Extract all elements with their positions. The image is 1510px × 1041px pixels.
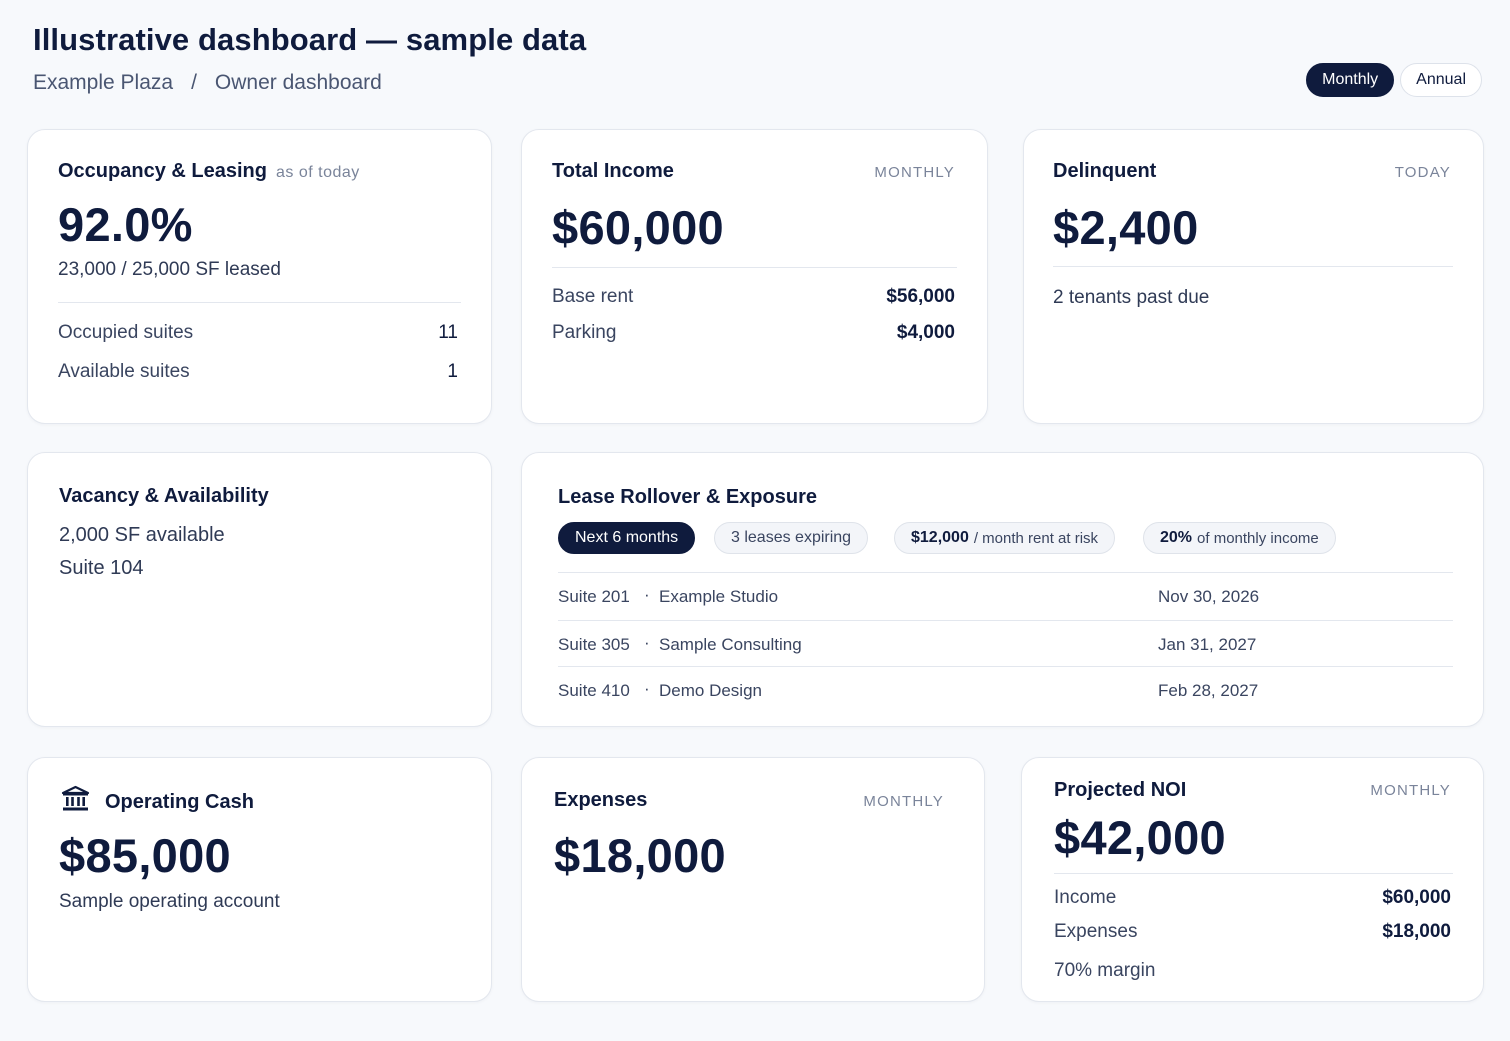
- occupied-suites-label: Occupied suites: [58, 322, 194, 343]
- delinquent-card: Delinquent TODAY $2,400 2 tenants past d…: [1023, 129, 1484, 424]
- rollover-card: Lease Rollover & Exposure Next 6 months …: [521, 452, 1484, 727]
- cash-value: $85,000: [59, 829, 231, 882]
- toggle-monthly-button[interactable]: Monthly: [1306, 63, 1395, 97]
- lease-row[interactable]: Suite 201 · Example Studio Nov 30, 2026: [558, 572, 1453, 618]
- income-value: $60,000: [552, 201, 724, 254]
- income-card: Total Income MONTHLY $60,000 Base rent $…: [521, 129, 988, 424]
- noi-tag: MONTHLY: [1370, 782, 1451, 799]
- noi-card: Projected NOI MONTHLY $42,000 Income $60…: [1021, 757, 1484, 1002]
- rollover-title: Lease Rollover & Exposure: [558, 486, 817, 508]
- income-share-label: of monthly income: [1197, 529, 1319, 547]
- lease-row[interactable]: Suite 410 · Demo Design Feb 28, 2027: [558, 666, 1453, 712]
- available-suites-label: Available suites: [58, 361, 190, 382]
- noi-expenses-value: $18,000: [1382, 921, 1451, 942]
- divider: [552, 267, 957, 268]
- lease-row[interactable]: Suite 305 · Sample Consulting Jan 31, 20…: [558, 620, 1453, 666]
- delinquent-tag: TODAY: [1394, 164, 1451, 181]
- breadcrumb: Example Plaza / Owner dashboard: [33, 71, 382, 95]
- delinquent-value: $2,400: [1053, 201, 1199, 254]
- leases-expiring-pill: 3 leases expiring: [714, 522, 869, 554]
- separator-dot: ·: [644, 679, 650, 698]
- rent-at-risk-pill: $12,000 / month rent at risk: [894, 522, 1116, 554]
- breadcrumb-page: Owner dashboard: [214, 71, 382, 94]
- delinquent-sub: 2 tenants past due: [1053, 287, 1210, 308]
- parking-value: $4,000: [896, 322, 955, 343]
- lease-tenant: Example Studio: [659, 587, 779, 606]
- lease-expiry-date: Jan 31, 2027: [1158, 635, 1257, 654]
- noi-margin: 70% margin: [1054, 960, 1156, 981]
- separator-dot: ·: [644, 633, 650, 652]
- expenses-title: Expenses: [554, 789, 648, 811]
- lease-expiry-date: Nov 30, 2026: [1158, 587, 1260, 606]
- delinquent-title: Delinquent: [1053, 160, 1157, 182]
- lease-expiry-date: Feb 28, 2027: [1158, 681, 1259, 700]
- divider: [1053, 266, 1453, 267]
- divider: [1054, 873, 1453, 874]
- period-toggle: Monthly Annual: [1306, 63, 1482, 97]
- base-rent-value: $56,000: [886, 286, 955, 307]
- noi-value: $42,000: [1054, 811, 1226, 864]
- lease-suite: Suite 305: [558, 635, 630, 654]
- cash-sub: Sample operating account: [59, 891, 280, 912]
- cash-title: Operating Cash: [105, 791, 254, 813]
- parking-label: Parking: [552, 322, 617, 343]
- lease-suite: Suite 410: [558, 681, 630, 700]
- income-share-value: 20%: [1160, 529, 1193, 546]
- rent-at-risk-label: / month rent at risk: [973, 529, 1099, 547]
- breadcrumb-separator: /: [191, 71, 197, 94]
- lease-tenant: Sample Consulting: [659, 635, 802, 654]
- vacancy-available: 2,000 SF available: [59, 524, 225, 546]
- divider: [58, 302, 461, 303]
- vacancy-card: Vacancy & Availability 2,000 SF availabl…: [27, 452, 492, 727]
- available-suites-value: 1: [447, 361, 458, 382]
- expenses-tag: MONTHLY: [863, 793, 944, 810]
- noi-expenses-label: Expenses: [1054, 921, 1138, 942]
- vacancy-suite: Suite 104: [59, 557, 144, 579]
- vacancy-title: Vacancy & Availability: [59, 485, 269, 507]
- occupancy-value: 92.0%: [58, 198, 193, 251]
- bank-icon: [61, 785, 90, 813]
- toggle-annual-button[interactable]: Annual: [1400, 63, 1482, 97]
- lease-tenant: Demo Design: [659, 681, 762, 700]
- occupied-suites-value: 11: [438, 322, 458, 343]
- occupancy-title: Occupancy & Leasing: [58, 160, 267, 182]
- page-title: Illustrative dashboard — sample data: [33, 22, 587, 57]
- income-tag: MONTHLY: [874, 164, 955, 181]
- income-title: Total Income: [552, 160, 674, 182]
- noi-title: Projected NOI: [1054, 779, 1187, 801]
- cash-card: Operating Cash $85,000 Sample operating …: [27, 757, 492, 1002]
- expenses-card: Expenses MONTHLY $18,000: [521, 757, 985, 1002]
- separator-dot: ·: [644, 585, 650, 604]
- breadcrumb-property[interactable]: Example Plaza: [33, 71, 174, 94]
- income-share-pill: 20% of monthly income: [1143, 522, 1336, 554]
- rent-at-risk-value: $12,000: [911, 529, 969, 546]
- occupancy-card: Occupancy & Leasing as of today 92.0% 23…: [27, 129, 492, 424]
- expenses-value: $18,000: [554, 829, 726, 882]
- occupancy-tag: as of today: [276, 164, 360, 181]
- occupancy-sub: 23,000 / 25,000 SF leased: [58, 259, 281, 280]
- lease-suite: Suite 201: [558, 587, 630, 606]
- period-filter-pill[interactable]: Next 6 months: [558, 522, 696, 554]
- base-rent-label: Base rent: [552, 286, 634, 307]
- noi-income-label: Income: [1054, 887, 1117, 908]
- noi-income-value: $60,000: [1382, 887, 1451, 908]
